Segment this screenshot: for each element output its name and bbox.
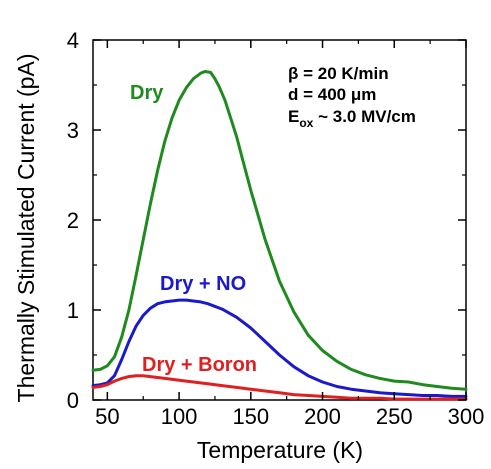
x-tick-label: 300 bbox=[448, 404, 485, 429]
annotation-field-rest: ~ 3.0 MV/cm bbox=[313, 107, 416, 126]
x-tick-label: 200 bbox=[304, 404, 341, 429]
ticks-layer: 50 100 150 200 250 300 0 1 2 3 4 bbox=[67, 28, 485, 429]
annotation-diameter: d = 400 μm bbox=[288, 85, 376, 104]
series-line-dry-boron bbox=[91, 374, 468, 401]
series-line-dry-no bbox=[91, 298, 468, 398]
x-tick-label: 50 bbox=[95, 404, 119, 429]
series-label-dry-boron: Dry + Boron bbox=[142, 354, 257, 376]
series-label-dry-no: Dry + NO bbox=[160, 273, 246, 295]
plot-area: 50 100 150 200 250 300 0 1 2 3 4 bbox=[67, 28, 485, 429]
x-axis-title: Temperature (K) bbox=[197, 437, 363, 463]
x-tick-label: 250 bbox=[376, 404, 413, 429]
annotation-field-sub: ox bbox=[299, 116, 313, 130]
annotation-block: β = 20 K/min d = 400 μm Eox ~ 3.0 MV/cm bbox=[288, 64, 416, 130]
y-tick-label: 1 bbox=[67, 298, 79, 323]
y-tick-label: 3 bbox=[67, 118, 79, 143]
x-tick-label: 100 bbox=[161, 404, 198, 429]
y-tick-label: 4 bbox=[67, 28, 79, 53]
annotation-field-main: E bbox=[288, 107, 299, 126]
annotation-heating-rate: β = 20 K/min bbox=[288, 64, 389, 83]
series-line-dry bbox=[91, 70, 468, 391]
x-tick-label: 150 bbox=[232, 404, 269, 429]
series-layer bbox=[91, 70, 468, 401]
y-tick-label: 2 bbox=[67, 208, 79, 233]
series-label-dry: Dry bbox=[130, 82, 164, 104]
annotation-field: Eox ~ 3.0 MV/cm bbox=[288, 107, 416, 130]
y-axis-title: Thermally Stimulated Current (pA) bbox=[13, 54, 39, 403]
y-tick-label: 0 bbox=[67, 388, 79, 413]
